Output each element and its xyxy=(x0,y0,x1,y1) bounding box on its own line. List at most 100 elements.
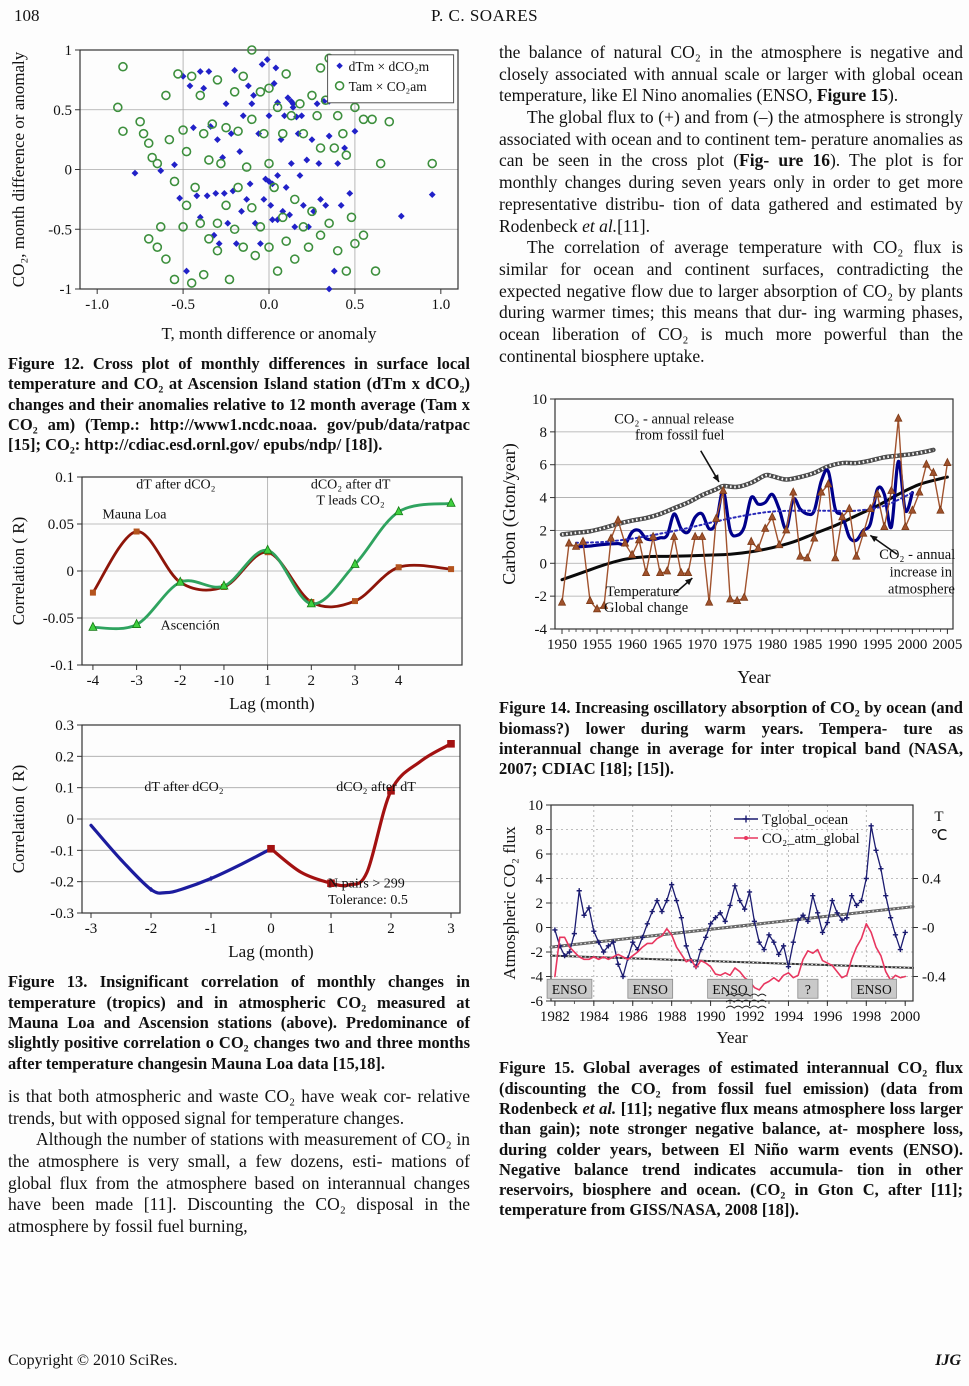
svg-text:Ascención: Ascención xyxy=(161,619,220,634)
svg-text:1986: 1986 xyxy=(618,1009,649,1025)
svg-text:dT after dCO₂: dT after dCO₂ xyxy=(136,478,215,493)
svg-text:1990: 1990 xyxy=(696,1009,726,1025)
figure-12-caption: Figure 12. Cross plot of monthly differe… xyxy=(8,354,470,455)
svg-text:1985: 1985 xyxy=(792,637,822,653)
svg-text:1990: 1990 xyxy=(827,637,857,653)
svg-text:0.05: 0.05 xyxy=(48,517,74,533)
left-column: -1.0 -0.5 0.0 0.5 1.0 1 0.5 0 -0.5 -1 T, month dif… xyxy=(8,42,470,1238)
figure-14-chart: 1950 1955 1960 1965 1970 1975 1980 1985 1990 1995… xyxy=(499,392,962,687)
svg-text:1980: 1980 xyxy=(757,637,787,653)
svg-text:Mauna Loa: Mauna Loa xyxy=(102,508,167,523)
svg-text:-2: -2 xyxy=(531,945,544,961)
svg-text:6: 6 xyxy=(536,847,544,863)
svg-text:1: 1 xyxy=(65,43,73,59)
svg-text:increase in: increase in xyxy=(890,565,953,581)
svg-text:CO₂, month difference or anoma: CO₂, month difference or anomaly xyxy=(9,51,28,287)
svg-text:N pairs > 299: N pairs > 299 xyxy=(328,877,405,892)
svg-text:1970: 1970 xyxy=(687,637,717,653)
svg-text:Temperature: Temperature xyxy=(606,584,679,600)
svg-text:-0.1: -0.1 xyxy=(50,658,74,674)
svg-text:0: 0 xyxy=(65,163,73,179)
paragraph: is that both atmospheric and waste CO₂ h… xyxy=(8,1085,470,1128)
svg-text:-3: -3 xyxy=(130,673,143,689)
svg-text:dCO₂ after dT: dCO₂ after dT xyxy=(336,780,416,795)
journal-abbreviation: IJG xyxy=(935,1352,961,1369)
svg-text:ENSO: ENSO xyxy=(712,982,748,997)
figure-12-scatter-chart: -1.0 -0.5 0.0 0.5 1.0 1 0.5 0 -0.5 -1 T, month dif… xyxy=(9,43,459,343)
svg-text:-4: -4 xyxy=(87,673,100,689)
svg-text:dTm × dCO₂m: dTm × dCO₂m xyxy=(349,59,430,74)
svg-text:dT after dCO₂: dT after dCO₂ xyxy=(144,780,223,795)
figure-13-caption: Figure 13. Insignificant correlation of … xyxy=(8,972,470,1073)
svg-text:CO₂_atm_global: CO₂_atm_global xyxy=(762,831,860,847)
paragraph: The correlation of average temperature w… xyxy=(499,237,963,366)
paragraph: The global flux to (+) and from (–) the … xyxy=(499,107,963,236)
svg-text:0.5: 0.5 xyxy=(346,297,365,313)
page-number: 108 xyxy=(14,6,40,25)
svg-text:10: 10 xyxy=(532,392,547,408)
svg-text:4: 4 xyxy=(395,673,403,689)
svg-text:-4: -4 xyxy=(535,622,548,638)
copyright-notice: Copyright © 2010 SciRes. xyxy=(8,1352,178,1369)
svg-text:1988: 1988 xyxy=(657,1009,687,1025)
svg-text:ENSO: ENSO xyxy=(633,982,669,997)
svg-text:0.1: 0.1 xyxy=(55,470,74,486)
svg-text:1: 1 xyxy=(264,673,272,689)
svg-text:1996: 1996 xyxy=(812,1009,843,1025)
svg-text:Global change: Global change xyxy=(604,600,688,616)
right-column: the balance of natural CO₂ in the atmosp… xyxy=(499,42,963,1233)
svg-text:Lag (month): Lag (month) xyxy=(228,942,313,961)
svg-text:Atmospheric CO₂ flux: Atmospheric CO₂ flux xyxy=(500,826,519,980)
figure-13-top-chart: -4 -3 -2 -10 1 2 3 4 0.1 0.05 0 -0.05 -0.1 Lag (month… xyxy=(9,470,463,713)
svg-text:1.0: 1.0 xyxy=(431,297,450,313)
svg-text:Tam × CO₂am: Tam × CO₂am xyxy=(349,79,428,94)
svg-text:6: 6 xyxy=(540,458,548,474)
figure-15-chart: 1982 1984 1986 1988 1990 1992 1994 1996 1998 2000… xyxy=(500,799,947,1047)
svg-text:8: 8 xyxy=(536,823,544,839)
svg-text:0: 0 xyxy=(67,812,75,828)
paragraph: the balance of natural CO₂ in the atmosp… xyxy=(499,42,963,106)
svg-text:1960: 1960 xyxy=(617,637,647,653)
svg-text:Correlation ( R): Correlation ( R) xyxy=(9,517,28,626)
svg-text:0: 0 xyxy=(67,564,75,580)
svg-text:-3: -3 xyxy=(85,921,98,937)
svg-text:-10: -10 xyxy=(214,673,234,689)
svg-text:0.3: 0.3 xyxy=(55,718,74,734)
svg-text:1: 1 xyxy=(327,921,335,937)
svg-text:Year: Year xyxy=(737,667,770,687)
svg-text:-1.0: -1.0 xyxy=(85,297,109,313)
svg-text:3: 3 xyxy=(351,673,359,689)
svg-text:0: 0 xyxy=(540,557,548,573)
svg-text:CO₂ - annual: CO₂ - annual xyxy=(879,547,955,563)
svg-text:1998: 1998 xyxy=(851,1009,881,1025)
svg-text:3: 3 xyxy=(447,921,455,937)
svg-text:1982: 1982 xyxy=(540,1009,570,1025)
svg-text:8: 8 xyxy=(540,425,548,441)
svg-text:1950: 1950 xyxy=(547,637,577,653)
paragraph: Although the number of stations with mea… xyxy=(8,1129,470,1236)
svg-text:-2: -2 xyxy=(535,589,548,605)
svg-text:-0.5: -0.5 xyxy=(48,222,72,238)
svg-text:dCO₂ after dT: dCO₂ after dT xyxy=(311,478,391,493)
svg-text:1995: 1995 xyxy=(862,637,892,653)
svg-text:-2: -2 xyxy=(174,673,187,689)
svg-text:ENSO: ENSO xyxy=(552,982,588,997)
svg-text:-0.05: -0.05 xyxy=(43,611,74,627)
svg-text:Tolerance: 0.5: Tolerance: 0.5 xyxy=(328,894,408,909)
svg-text:-1: -1 xyxy=(60,282,73,298)
svg-text:2: 2 xyxy=(308,673,316,689)
svg-text:-0: -0 xyxy=(922,921,935,937)
svg-text:1955: 1955 xyxy=(582,637,612,653)
svg-text:Carbon (Gton/year): Carbon (Gton/year) xyxy=(499,444,520,585)
svg-text:1975: 1975 xyxy=(722,637,752,653)
svg-text:0: 0 xyxy=(267,921,275,937)
svg-text:4: 4 xyxy=(540,491,548,507)
svg-text:Correlation ( R): Correlation ( R) xyxy=(9,765,28,874)
svg-text:0.0: 0.0 xyxy=(260,297,279,313)
svg-text:T: T xyxy=(934,809,943,825)
figure-13-bottom-chart: -3 -2 -1 0 1 2 3 0.3 0.2 0.1 0 -0.1 -0.2 -0.3 Lag (mon… xyxy=(9,718,461,961)
svg-text:ENSO: ENSO xyxy=(856,982,892,997)
svg-text:0.5: 0.5 xyxy=(53,103,72,119)
svg-text:-0.3: -0.3 xyxy=(50,906,74,922)
